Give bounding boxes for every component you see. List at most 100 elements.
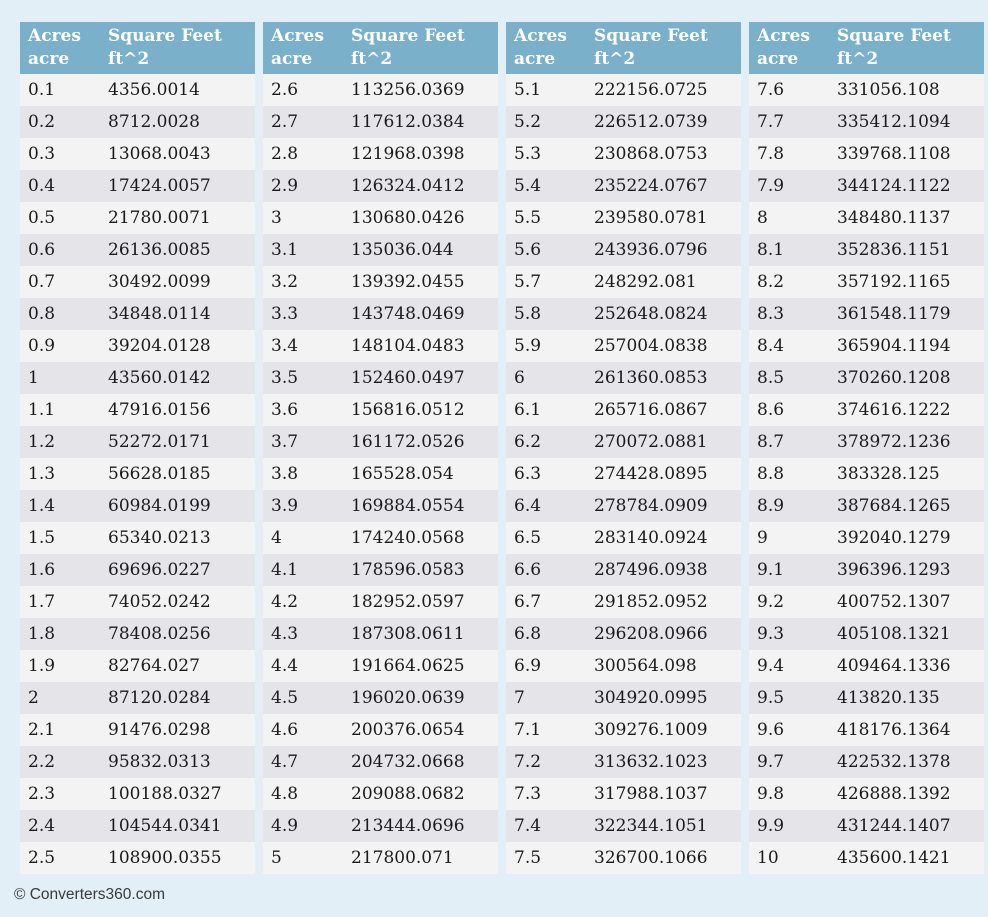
- square-feet-value: 257004.0838: [586, 330, 741, 362]
- square-feet-value: 296208.0966: [586, 618, 741, 650]
- header-square-feet: Square Feet ft^2: [586, 22, 741, 74]
- table-row: 9.3 405108.1321: [749, 618, 984, 650]
- acres-value: 8.4: [749, 330, 829, 362]
- square-feet-value: 100188.0327: [100, 778, 255, 810]
- table-row: 6.3 274428.0895: [506, 458, 741, 490]
- table-row: 8.3 361548.1179: [749, 298, 984, 330]
- square-feet-value: 130680.0426: [343, 202, 498, 234]
- acres-value: 2.9: [263, 170, 343, 202]
- square-feet-value: 252648.0824: [586, 298, 741, 330]
- table-row: 7.4 322344.1051: [506, 810, 741, 842]
- acres-value: 9.5: [749, 682, 829, 714]
- acres-value: 7: [506, 682, 586, 714]
- square-feet-value: 13068.0043: [100, 138, 255, 170]
- square-feet-value: 326700.1066: [586, 842, 741, 874]
- header-acres-unit: acre: [28, 49, 70, 69]
- square-feet-value: 365904.1194: [829, 330, 984, 362]
- acres-value: 7.4: [506, 810, 586, 842]
- square-feet-value: 135036.044: [343, 234, 498, 266]
- table-row: 9.2 400752.1307: [749, 586, 984, 618]
- table-row: 2.3 100188.0327: [20, 778, 255, 810]
- table-row: 1.3 56628.0185: [20, 458, 255, 490]
- table-row: 8.2 357192.1165: [749, 266, 984, 298]
- table-row: 6.6 287496.0938: [506, 554, 741, 586]
- table-row: 4.5 196020.0639: [263, 682, 498, 714]
- header-acres-label: Acres: [514, 26, 567, 46]
- acres-value: 9: [749, 522, 829, 554]
- acres-value: 6.2: [506, 426, 586, 458]
- table-row: 8.4 365904.1194: [749, 330, 984, 362]
- table-row: 1.2 52272.0171: [20, 426, 255, 458]
- square-feet-value: 322344.1051: [586, 810, 741, 842]
- square-feet-value: 26136.0085: [100, 234, 255, 266]
- table-row: 7.9 344124.1122: [749, 170, 984, 202]
- acres-value: 3.3: [263, 298, 343, 330]
- square-feet-value: 217800.071: [343, 842, 498, 874]
- square-feet-value: 169884.0554: [343, 490, 498, 522]
- square-feet-value: 370260.1208: [829, 362, 984, 394]
- table-row: 1.7 74052.0242: [20, 586, 255, 618]
- table-row: 0.2 8712.0028: [20, 106, 255, 138]
- square-feet-value: 43560.0142: [100, 362, 255, 394]
- square-feet-value: 344124.1122: [829, 170, 984, 202]
- acres-value: 8: [749, 202, 829, 234]
- table-row: 5.1 222156.0725: [506, 74, 741, 106]
- square-feet-value: 309276.1009: [586, 714, 741, 746]
- table-row: 6 261360.0853: [506, 362, 741, 394]
- square-feet-value: 156816.0512: [343, 394, 498, 426]
- acres-value: 9.1: [749, 554, 829, 586]
- square-feet-value: 178596.0583: [343, 554, 498, 586]
- header-square-feet: Square Feet ft^2: [343, 22, 498, 74]
- table-row: 3.6 156816.0512: [263, 394, 498, 426]
- table-row: 1.9 82764.027: [20, 650, 255, 682]
- acres-value: 1.2: [20, 426, 100, 458]
- acres-to-sqft-table-2: Acres acre Square Feet ft^2 2.6 113256.03…: [263, 22, 498, 874]
- square-feet-value: 230868.0753: [586, 138, 741, 170]
- acres-value: 3.2: [263, 266, 343, 298]
- table-row: 1.8 78408.0256: [20, 618, 255, 650]
- square-feet-value: 335412.1094: [829, 106, 984, 138]
- square-feet-value: 209088.0682: [343, 778, 498, 810]
- acres-value: 2.2: [20, 746, 100, 778]
- acres-value: 10: [749, 842, 829, 874]
- acres-value: 0.7: [20, 266, 100, 298]
- acres-value: 5.8: [506, 298, 586, 330]
- acres-value: 2.5: [20, 842, 100, 874]
- acres-value: 1.5: [20, 522, 100, 554]
- square-feet-value: 265716.0867: [586, 394, 741, 426]
- square-feet-value: 248292.081: [586, 266, 741, 298]
- square-feet-value: 331056.108: [829, 74, 984, 106]
- table-row: 5.5 239580.0781: [506, 202, 741, 234]
- table-row: 9.7 422532.1378: [749, 746, 984, 778]
- acres-value: 1.1: [20, 394, 100, 426]
- header-acres-label: Acres: [757, 26, 810, 46]
- square-feet-value: 378972.1236: [829, 426, 984, 458]
- square-feet-value: 78408.0256: [100, 618, 255, 650]
- square-feet-value: 121968.0398: [343, 138, 498, 170]
- table-row: 3.5 152460.0497: [263, 362, 498, 394]
- table-row: 2.6 113256.0369: [263, 74, 498, 106]
- acres-value: 8.3: [749, 298, 829, 330]
- table-row: 9.9 431244.1407: [749, 810, 984, 842]
- table-row: 6.5 283140.0924: [506, 522, 741, 554]
- acres-value: 6.3: [506, 458, 586, 490]
- table-row: 2.1 91476.0298: [20, 714, 255, 746]
- acres-value: 1.3: [20, 458, 100, 490]
- square-feet-value: 39204.0128: [100, 330, 255, 362]
- square-feet-value: 426888.1392: [829, 778, 984, 810]
- square-feet-value: 400752.1307: [829, 586, 984, 618]
- square-feet-value: 413820.135: [829, 682, 984, 714]
- table-row: 1.6 69696.0227: [20, 554, 255, 586]
- square-feet-value: 108900.0355: [100, 842, 255, 874]
- table-row: 3.2 139392.0455: [263, 266, 498, 298]
- acres-value: 5.1: [506, 74, 586, 106]
- acres-value: 7.3: [506, 778, 586, 810]
- square-feet-value: 387684.1265: [829, 490, 984, 522]
- acres-value: 4.9: [263, 810, 343, 842]
- acres-value: 3.8: [263, 458, 343, 490]
- square-feet-value: 117612.0384: [343, 106, 498, 138]
- acres-value: 9.8: [749, 778, 829, 810]
- table-row: 4 174240.0568: [263, 522, 498, 554]
- square-feet-value: 287496.0938: [586, 554, 741, 586]
- square-feet-value: 161172.0526: [343, 426, 498, 458]
